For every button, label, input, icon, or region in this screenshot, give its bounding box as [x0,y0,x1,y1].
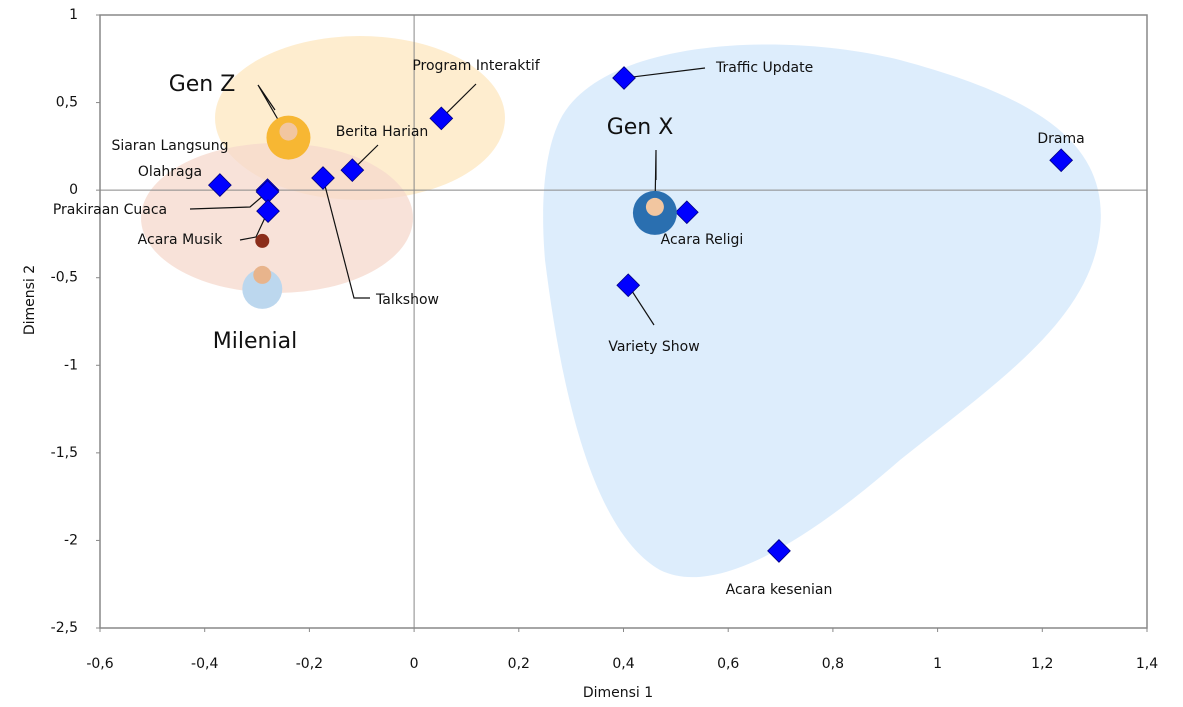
x-tick-label: 0,6 [717,656,739,672]
point-label: Acara kesenian [726,582,833,598]
point [208,173,232,197]
point [612,66,636,90]
point-label: Drama [1037,131,1084,147]
point-label: Acara Religi [661,232,744,248]
point-label: Berita Harian [336,124,429,140]
y-tick-label: 0,5 [56,95,78,111]
group-label: Milenial [213,329,297,354]
group-label: Gen Z [169,72,236,97]
point-label: Prakiraan Cuaca [53,202,167,218]
x-tick-label: 0,8 [822,656,844,672]
point-label: Program Interaktif [412,58,540,74]
x-tick-label: -0,6 [86,656,113,672]
y-tick-label: -1 [64,357,78,373]
point-label: Siaran Langsung [111,138,228,154]
x-axis-label: Dimensi 1 [583,685,653,701]
y-tick-label: 1 [69,7,78,23]
point [311,166,335,190]
point-label: Olahraga [138,164,202,180]
milenial-region [141,143,413,293]
point [255,180,280,204]
x-tick-label: 0,2 [508,656,530,672]
y-tick-label: -1,5 [51,445,78,461]
point [256,199,280,224]
point [1049,148,1074,173]
avatar [242,268,283,309]
x-tick-label: -0,2 [296,656,323,672]
group-label: Gen X [607,115,674,140]
point-label: Traffic Update [715,60,813,76]
point [674,200,699,225]
avatar-face [645,197,664,216]
point-label: Variety Show [608,339,699,355]
x-tick-label: -0,4 [191,656,218,672]
avatar-face [253,265,272,284]
leader-line [623,67,706,79]
point [340,158,365,183]
y-tick-label: -0,5 [51,270,78,286]
y-tick-label: -2,5 [51,620,78,636]
x-tick-label: 1 [933,656,942,672]
y-axis-label: Dimensi 2 [22,265,38,335]
point [616,273,641,298]
leader-line [322,177,370,299]
avatar-face [279,122,298,141]
x-tick-label: 1,2 [1031,656,1053,672]
group-point [255,233,270,248]
x-tick-label: 0,4 [612,656,634,672]
point-label: Talkshow [375,292,439,308]
x-tick-label: 0 [410,656,419,672]
point [429,106,454,131]
x-tick-label: 1,4 [1136,656,1158,672]
leader-line [239,210,269,241]
point-label: Acara Musik [138,232,224,248]
y-tick-label: -2 [64,532,78,548]
point [767,539,791,563]
gen-x-region [543,44,1101,578]
y-tick-label: 0 [69,182,78,198]
